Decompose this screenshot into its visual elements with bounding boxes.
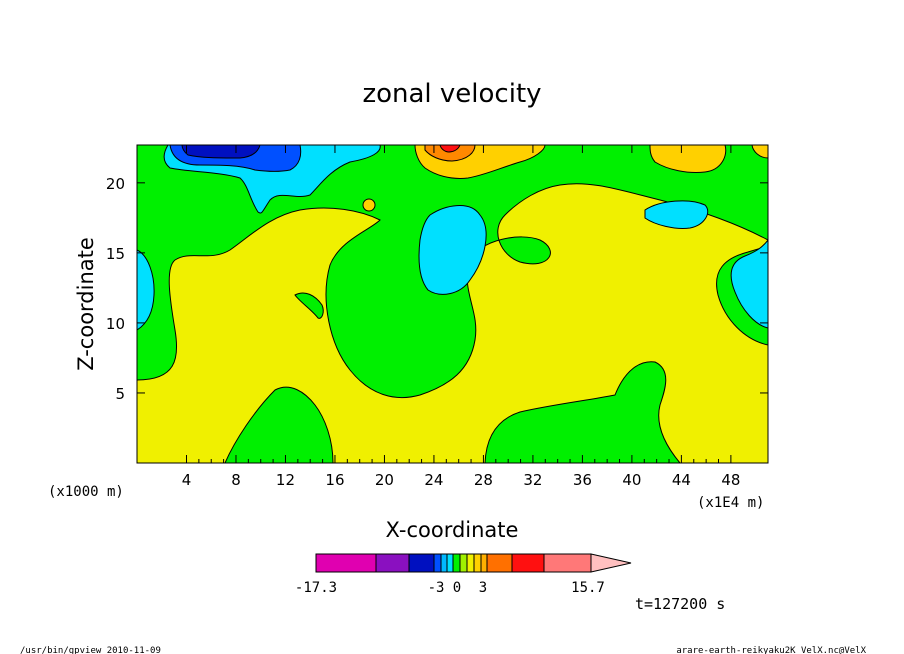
contour-region-gold-corner [751,145,768,159]
contour-field [137,145,768,463]
contour-region-green-island [294,292,324,319]
colorbar-segment [511,553,545,573]
colorbar-mid-label-pos: 3 [479,580,487,596]
y-tick-label: 15 [106,245,125,263]
x-tick-label: 8 [231,471,241,489]
contour-region-red-top-middle [439,145,461,153]
colorbar-segment [408,553,435,573]
colorbar-mid-label-neg: -3 [428,580,445,596]
x-axis-label: X-coordinate [386,518,519,542]
contour-region-gold-dot [362,198,376,212]
colorbar-segment [446,553,454,573]
colorbar-segment [466,553,475,573]
contour-region-green-bottom-right [484,361,681,463]
colorbar-segment [543,553,592,573]
x-tick-label: 40 [622,471,641,489]
colorbar-max-label: 15.7 [571,580,605,596]
x-tick-label: 4 [182,471,192,489]
x-tick-label: 16 [325,471,344,489]
colorbar [315,553,632,573]
contour-region-cyan-middle [418,205,487,295]
x-tick-label: 32 [523,471,542,489]
y-axis-ticks: 5 10 15 20 [106,175,768,403]
footer-right: arare-earth-reikyaku2K_VelX.nc@VelX [676,646,866,654]
colorbar-min-label: -17.3 [295,580,337,596]
y-tick-label: 5 [115,385,125,403]
y-tick-label: 10 [106,315,125,333]
contour-region-cyan-edge-right [730,239,768,329]
x-tick-label: 36 [573,471,592,489]
colorbar-mid-label-zero: 0 [453,580,461,596]
y-axis-label: Z-coordinate [74,237,98,371]
contour-region-cyan-right [644,200,709,229]
colorbar-segment [440,553,448,573]
z-unit-label: (x1000 m) [48,484,124,500]
x-tick-label: 20 [375,471,394,489]
contour-region-cyan-edge-left [137,249,155,331]
chart-title: zonal velocity [362,79,541,109]
contour-region-gold-top-right [649,145,727,173]
colorbar-segment [452,553,461,573]
colorbar-segment [480,553,488,573]
colorbar-segment [473,553,482,573]
colorbar-segment [433,553,442,573]
colorbar-segment [486,553,513,573]
contour-region-navy [181,145,261,159]
colorbar-segment [375,553,410,573]
x-axis-ticks: 4 8 12 16 20 24 28 32 36 40 44 48 [182,145,740,489]
x-tick-label: 24 [424,471,443,489]
colorbar-segment [459,553,468,573]
y-tick-label: 20 [106,175,125,193]
footer-left: /usr/bin/gpview 2010-11-09 [20,646,161,654]
contour-region-orange-top-middle [424,145,476,162]
colorbar-segment [315,553,377,573]
x-tick-label: 44 [672,471,691,489]
x-unit-label: (x1E4 m) [697,495,764,511]
time-label: t=127200 s [635,595,725,613]
colorbar-arrow [590,553,632,573]
contour-region-green-bottom-left [224,386,334,463]
x-tick-label: 28 [474,471,493,489]
plot-frame [136,144,769,464]
x-tick-label: 48 [721,471,740,489]
x-tick-label: 12 [276,471,295,489]
